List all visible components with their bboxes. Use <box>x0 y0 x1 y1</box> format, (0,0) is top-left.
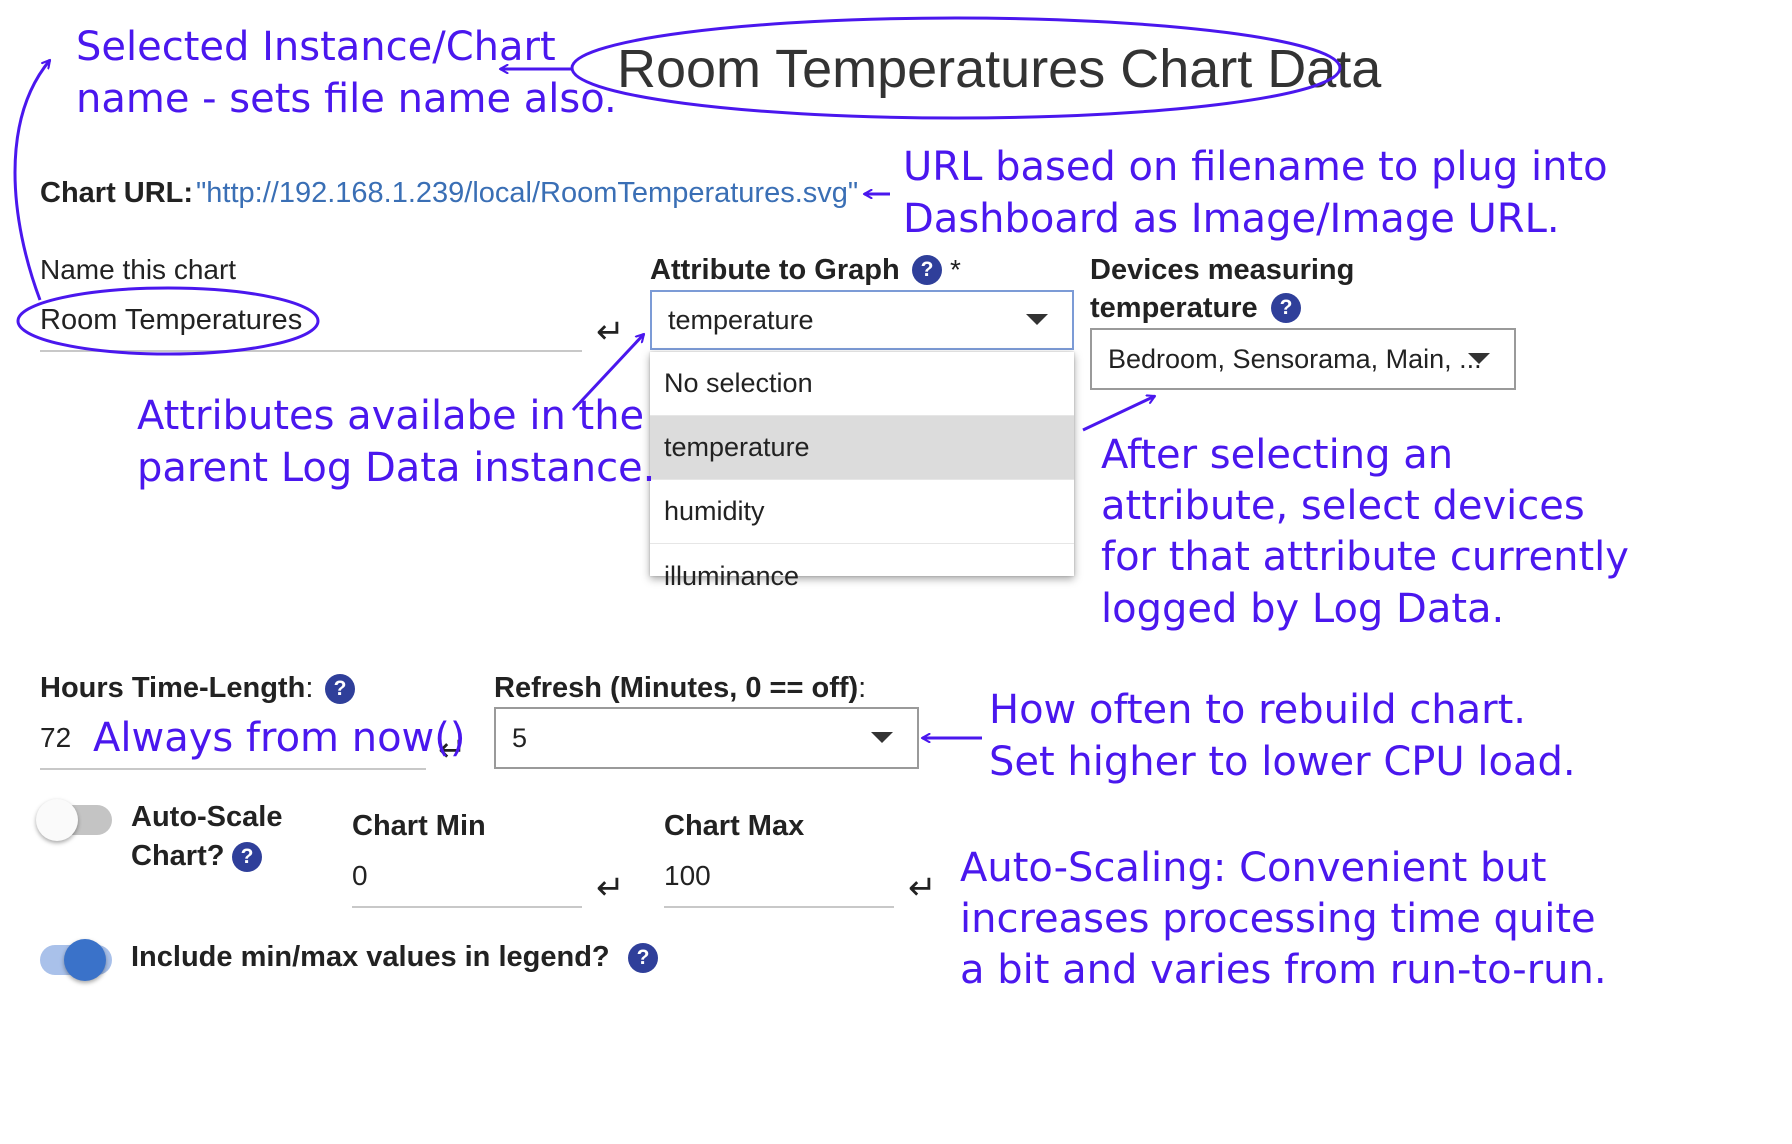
annotation-devices-2: attribute, select devices <box>1101 483 1585 529</box>
chart-min-input[interactable]: 0 <box>352 860 368 891</box>
attribute-label: Attribute to Graph <box>650 254 900 286</box>
annotation-now: Always from now() <box>93 715 466 761</box>
annotation-refresh-1: How often to rebuild chart. <box>989 687 1527 733</box>
chart-min-enter-icon[interactable]: ↵ <box>596 868 625 908</box>
refresh-label-text: Refresh (Minutes, 0 == off) <box>494 672 859 704</box>
annotation-autoscale-2: increases processing time quite <box>960 896 1596 942</box>
title-ellipse <box>570 16 1342 120</box>
annotation-devices-1: After selecting an <box>1101 432 1454 478</box>
hours-enter-icon[interactable]: ↵ <box>438 730 467 770</box>
devices-help-icon[interactable]: ? <box>1271 293 1301 323</box>
annotation-instance-name-1: Selected Instance/Chart <box>76 24 556 70</box>
attribute-option-selected[interactable]: temperature <box>650 416 1074 480</box>
chart-min-underline <box>352 906 582 908</box>
refresh-label: Refresh (Minutes, 0 == off): <box>494 672 866 705</box>
legend-minmax-label: Include min/max values in legend? <box>131 941 610 973</box>
chart-max-label: Chart Max <box>664 810 805 842</box>
hours-input[interactable]: 72 <box>40 722 72 753</box>
attribute-option[interactable]: No selection <box>650 352 1074 416</box>
attributes-arrow <box>571 334 646 412</box>
attribute-option[interactable]: illuminance <box>664 560 800 591</box>
devices-arrow <box>1082 396 1155 432</box>
annotation-autoscale-3: a bit and varies from run-to-run. <box>960 947 1607 993</box>
chart-max-underline <box>664 906 894 908</box>
refresh-select[interactable]: 5 <box>494 707 919 769</box>
attribute-option[interactable]: humidity <box>650 480 1074 544</box>
annotation-attributes-2: parent Log Data instance. <box>137 445 656 491</box>
attribute-dropdown-menu: No selection temperature humidity illumi… <box>650 352 1074 591</box>
autoscale-help-icon[interactable]: ? <box>232 842 262 872</box>
chart-max-input[interactable]: 100 <box>664 860 711 891</box>
hours-input-underline <box>40 768 426 770</box>
hours-label-colon: : <box>305 672 314 704</box>
attribute-select[interactable]: temperature <box>650 290 1074 350</box>
devices-label-line1: Devices measuring <box>1090 254 1355 286</box>
annotation-refresh-2: Set higher to lower CPU load. <box>989 739 1576 785</box>
annotation-attributes-1: Attributes availabe in the <box>137 393 645 439</box>
chart-max-enter-icon[interactable]: ↵ <box>908 868 937 908</box>
autoscale-label-line1: Auto-Scale <box>131 801 283 833</box>
annotation-devices-3: for that attribute currently <box>1101 534 1629 580</box>
hours-label-text: Hours Time-Length <box>40 672 306 704</box>
name-input-underline <box>40 350 582 352</box>
chevron-down-icon <box>871 732 893 743</box>
legend-minmax-help-icon[interactable]: ? <box>628 943 658 973</box>
annotation-instance-name-2: name - sets file name also. <box>76 76 617 122</box>
devices-label-line2: temperature <box>1090 292 1258 324</box>
annotation-url-1: URL based on filename to plug into <box>903 144 1608 190</box>
chevron-down-icon <box>1026 314 1048 325</box>
autoscale-toggle-knob[interactable] <box>36 799 78 841</box>
attribute-help-icon[interactable]: ? <box>912 255 942 285</box>
chart-min-label: Chart Min <box>352 810 486 842</box>
hours-label: Hours Time-Length: <box>40 672 313 705</box>
refresh-label-colon: : <box>858 672 867 704</box>
attribute-required-mark: * <box>950 254 961 285</box>
name-field-label: Name this chart <box>40 254 237 285</box>
chevron-down-icon <box>1468 353 1490 364</box>
chart-url-link[interactable]: "http://192.168.1.239/local/RoomTemperat… <box>196 177 859 209</box>
chart-url-label: Chart URL: <box>40 177 194 209</box>
autoscale-label-line2: Chart? <box>131 840 225 872</box>
annotation-autoscale-1: Auto-Scaling: Convenient but <box>960 845 1547 891</box>
devices-select[interactable]: Bedroom, Sensorama, Main, ... <box>1090 328 1516 390</box>
name-ellipse <box>16 286 320 356</box>
annotation-devices-4: logged by Log Data. <box>1101 586 1505 632</box>
legend-minmax-toggle-knob[interactable] <box>64 939 106 981</box>
hours-help-icon[interactable]: ? <box>325 674 355 704</box>
devices-select-value: Bedroom, Sensorama, Main, ... <box>1108 343 1482 374</box>
page-title: Room Temperatures Chart Data <box>617 39 1382 99</box>
annotation-url-2: Dashboard as Image/Image URL. <box>903 196 1560 242</box>
name-enter-icon[interactable]: ↵ <box>596 312 625 352</box>
attribute-select-value: temperature <box>668 304 814 335</box>
name-input[interactable]: Room Temperatures <box>40 304 303 336</box>
name-curve-arrow <box>13 60 52 301</box>
refresh-select-value: 5 <box>512 722 528 753</box>
